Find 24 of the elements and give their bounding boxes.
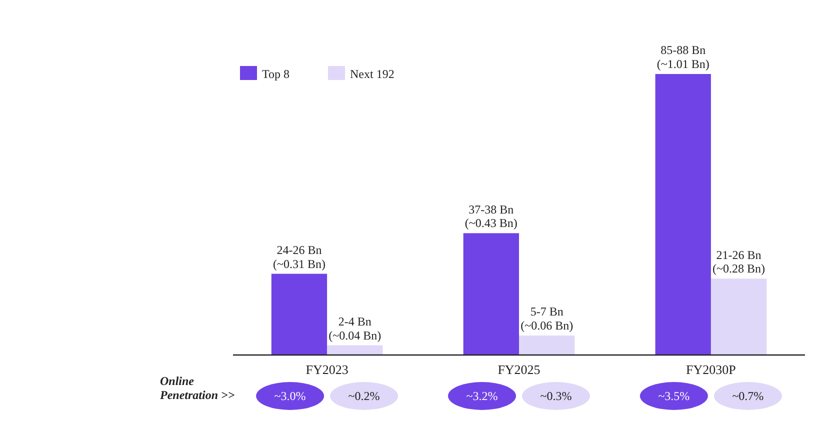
- data-label: 2-4 Bn (~0.04 Bn): [328, 314, 382, 342]
- text: ~0.3%: [540, 389, 572, 403]
- bar: [710, 278, 767, 355]
- data-label: 24-26 Bn (~0.31 Bn): [272, 242, 326, 271]
- bar: [327, 345, 383, 355]
- text: ~0.7%: [732, 389, 764, 403]
- data-label: 85-88 Bn (~1.01 Bn): [656, 43, 710, 71]
- x-tick-label: FY2025: [498, 362, 540, 377]
- legend-label: Top 8: [262, 67, 290, 81]
- text: ~3.2%: [466, 389, 498, 403]
- x-tick-label: FY2030P: [686, 362, 736, 377]
- data-label: 21-26 Bn (~0.28 Bn): [712, 248, 766, 276]
- bar: [463, 233, 519, 355]
- bar: [271, 274, 328, 355]
- data-label: 37-38 Bn (~0.43 Bn): [464, 202, 518, 230]
- text: Online Penetration >>: [160, 374, 235, 402]
- text: ~3.0%: [274, 389, 306, 403]
- bar: [519, 336, 575, 355]
- data-label: 5-7 Bn (~0.06 Bn): [520, 304, 574, 333]
- text: ~3.5%: [658, 389, 690, 403]
- legend-label: Next 192: [350, 67, 394, 81]
- bar: [655, 74, 711, 355]
- x-tick-label: FY2023: [306, 362, 348, 377]
- text: ~0.2%: [348, 389, 380, 403]
